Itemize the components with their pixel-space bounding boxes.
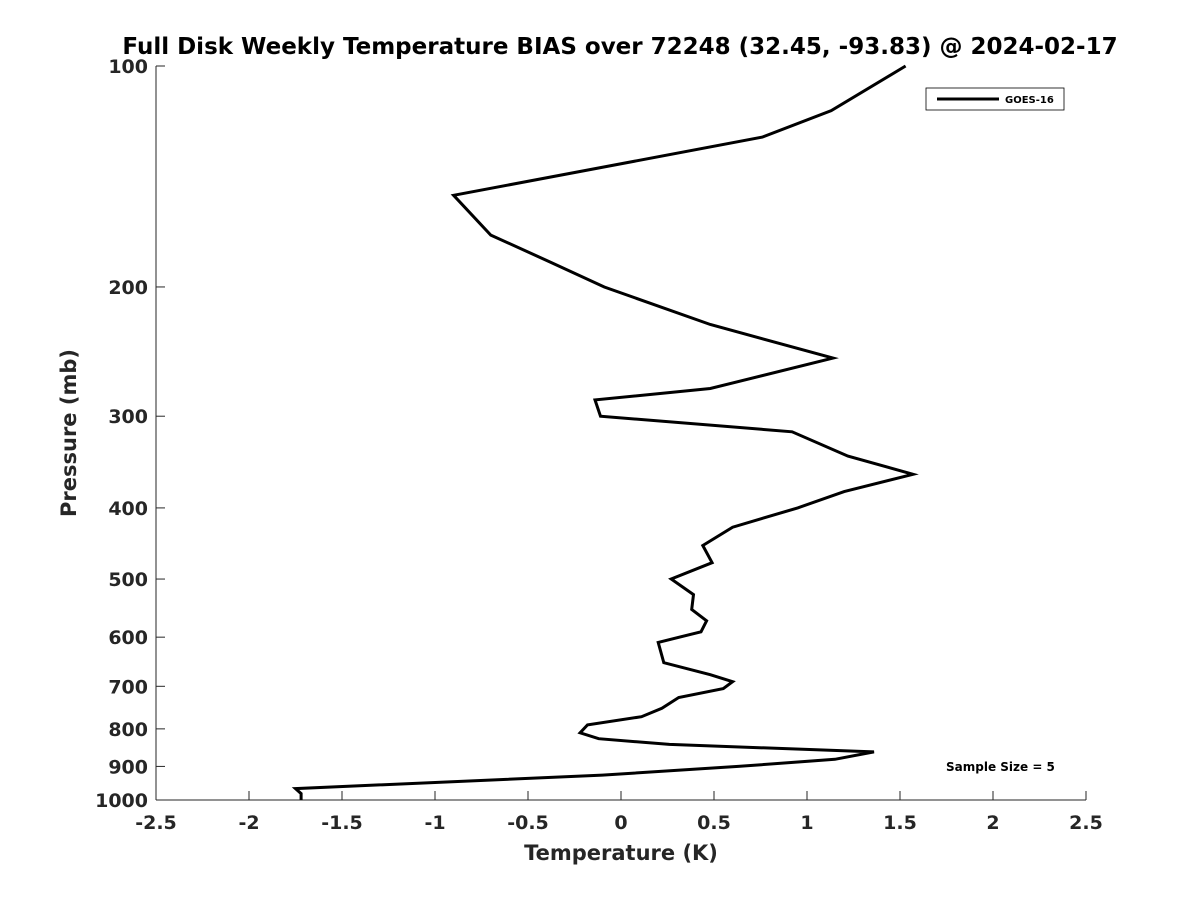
y-tick-label: 400	[108, 498, 148, 520]
y-tick-label: 300	[108, 406, 148, 428]
x-tick-label: 2.5	[1069, 812, 1103, 834]
y-tick-label: 800	[108, 719, 148, 741]
sample-size-note: Sample Size = 5	[946, 760, 1055, 774]
y-axis-ticks: 100 200 300 400 500 600 700 800 900 1000	[95, 56, 165, 812]
series-layer	[291, 64, 919, 800]
y-tick-label: 600	[108, 627, 148, 649]
y-tick-label: 1000	[95, 790, 148, 812]
legend-label-goes-16: GOES-16	[1005, 95, 1054, 106]
x-tick-label: 0.5	[697, 812, 731, 834]
y-axis-title: Pressure (mb)	[57, 349, 81, 517]
x-axis-title: Temperature (K)	[524, 841, 718, 865]
legend: GOES-16	[925, 87, 1065, 111]
y-tick-label: 100	[108, 56, 148, 78]
x-tick-label: -1	[424, 812, 445, 834]
x-tick-label: -1.5	[321, 812, 363, 834]
x-tick-label: -2.5	[135, 812, 177, 834]
series-line-goes-16	[291, 64, 919, 800]
y-tick-label: 500	[108, 569, 148, 591]
x-tick-label: 1	[800, 812, 813, 834]
y-tick-label: 700	[108, 676, 148, 698]
x-tick-label: 2	[986, 812, 999, 834]
x-tick-label: -2	[238, 812, 259, 834]
y-tick-label: 900	[108, 756, 148, 778]
x-tick-label: 1.5	[883, 812, 917, 834]
x-axis-ticks: -2.5 -2 -1.5 -1 -0.5 0 0.5 1 1.5 2 2.5	[135, 791, 1103, 834]
y-tick-label: 200	[108, 277, 148, 299]
chart-title: Full Disk Weekly Temperature BIAS over 7…	[122, 34, 1117, 60]
x-tick-label: 0	[614, 812, 627, 834]
x-tick-label: -0.5	[507, 812, 549, 834]
